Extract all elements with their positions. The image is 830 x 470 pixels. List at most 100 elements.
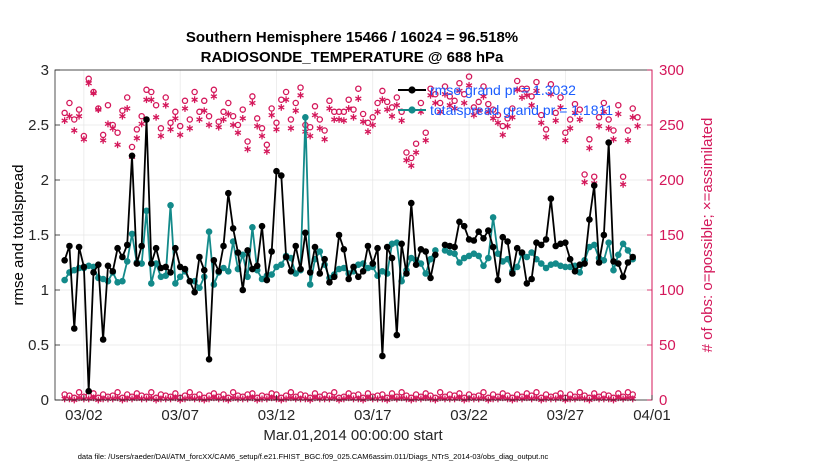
totalspread-point [422, 270, 430, 277]
obs-assimilated-point [340, 117, 348, 124]
obs-assimilated-point [152, 113, 160, 121]
obs-assimilated-point [412, 149, 420, 156]
data-file-footnote: data file: /Users/raeder/DAI/ATM_forcXX/… [78, 452, 549, 461]
y-tick-label-right: 150 [659, 227, 684, 244]
obs-possible-point [513, 77, 521, 85]
obs-assimilated-stroke [215, 124, 222, 130]
rmse-point [523, 280, 531, 287]
obs-assimilated-stroke [335, 117, 343, 122]
obs-assimilated-point [99, 137, 107, 144]
obs-assimilated-point [109, 124, 117, 132]
obs-assimilated-point [388, 112, 396, 120]
obs-assimilated-point [374, 108, 381, 116]
obs-assimilated-stroke [475, 108, 482, 113]
rmse-point [581, 260, 588, 267]
obs-possible-point [263, 141, 271, 149]
obs-assimilated-stroke [148, 97, 155, 102]
obs-possible-point [562, 129, 569, 136]
obs-assimilated-stroke [306, 133, 314, 139]
obs-possible-point [629, 105, 636, 112]
obs-assimilated-stroke [624, 395, 632, 401]
obs-assimilated-stroke [615, 111, 622, 117]
obs-assimilated-point [66, 112, 73, 120]
obs-assimilated-stroke [624, 138, 632, 143]
x-tick-label: 03/17 [354, 407, 392, 424]
obs-assimilated-point [273, 126, 280, 133]
obs-assimilated-point [234, 129, 242, 137]
rmse-point [119, 253, 126, 261]
obs-possible-point [114, 129, 121, 136]
obs-possible-point [359, 110, 367, 118]
obs-assimilated-stroke [619, 182, 627, 187]
rmse-point [393, 331, 401, 339]
totalspread-point [562, 263, 569, 271]
totalspread-point [316, 248, 324, 255]
obs-assimilated-stroke [465, 83, 473, 88]
obs-possible-point [374, 99, 381, 107]
obs-assimilated-stroke [85, 80, 92, 86]
obs-assimilated-stroke [634, 123, 641, 129]
obs-assimilated-stroke [321, 137, 328, 142]
obs-possible-point [581, 171, 588, 178]
obs-assimilated-point [364, 128, 372, 135]
obs-assimilated-point [398, 117, 405, 124]
rmse-point [330, 273, 338, 281]
obs-possible-point [436, 99, 444, 107]
obs-assimilated-stroke [369, 122, 377, 128]
obs-possible-point [239, 106, 247, 113]
y-tick-label-right: 300 [659, 62, 684, 79]
obs-possible-point [306, 123, 314, 131]
totalspread-point [537, 260, 545, 267]
obs-assimilated-stroke [557, 105, 564, 110]
obs-possible-point [61, 109, 68, 117]
rmse-point [66, 242, 73, 250]
totalspread-point [147, 280, 155, 287]
obs-possible-point [412, 140, 420, 147]
obs-assimilated-stroke [99, 138, 107, 143]
x-tick-label: 03/02 [65, 407, 103, 424]
obs-assimilated-point [239, 115, 247, 122]
obs-assimilated-stroke [359, 119, 367, 124]
rmse-point [152, 244, 160, 252]
rmse-point [287, 268, 295, 275]
obs-possible-point [379, 87, 386, 95]
obs-assimilated-point [566, 124, 574, 132]
obs-assimilated-point [547, 90, 555, 98]
obs-possible-point [369, 114, 377, 121]
totalspread-point [138, 260, 145, 267]
totalspread-point [176, 273, 184, 281]
rmse-point [513, 244, 521, 252]
obs-assimilated-stroke [528, 102, 535, 108]
rmse-point [95, 261, 102, 269]
obs-assimilated-stroke [345, 106, 352, 111]
totalspread-point [244, 273, 251, 281]
rmse-point [258, 222, 266, 230]
obs-possible-point [321, 127, 328, 134]
obs-assimilated-stroke [80, 137, 88, 142]
obs-assimilated-stroke [605, 126, 612, 131]
obs-possible-point [533, 78, 540, 86]
totalspread-point [61, 276, 68, 284]
rmse-point [364, 242, 372, 250]
obs-assimilated-stroke [239, 116, 247, 121]
legend-spread-label: totalspread grand pr = 1.1811 [430, 102, 613, 118]
totalspread-point [119, 277, 126, 285]
obs-possible-point [258, 125, 266, 132]
obs-assimilated-point [297, 91, 304, 99]
x-tick-label: 04/01 [633, 407, 671, 424]
obs-assimilated-stroke [138, 121, 145, 127]
obs-assimilated-stroke [340, 118, 348, 123]
rmse-point [537, 241, 545, 249]
obs-assimilated-stroke [95, 107, 102, 112]
obs-possible-point [460, 90, 468, 98]
rmse-point [205, 356, 213, 363]
obs-possible-point [470, 104, 478, 111]
totalspread-point [619, 240, 627, 248]
obs-assimilated-stroke [297, 93, 304, 98]
obs-possible-point [485, 100, 492, 108]
rmse-point [302, 229, 309, 237]
rmse-point [614, 260, 622, 267]
obs-assimilated-point [172, 115, 179, 122]
obs-assimilated-point [460, 99, 468, 107]
totalspread-point [523, 253, 531, 261]
